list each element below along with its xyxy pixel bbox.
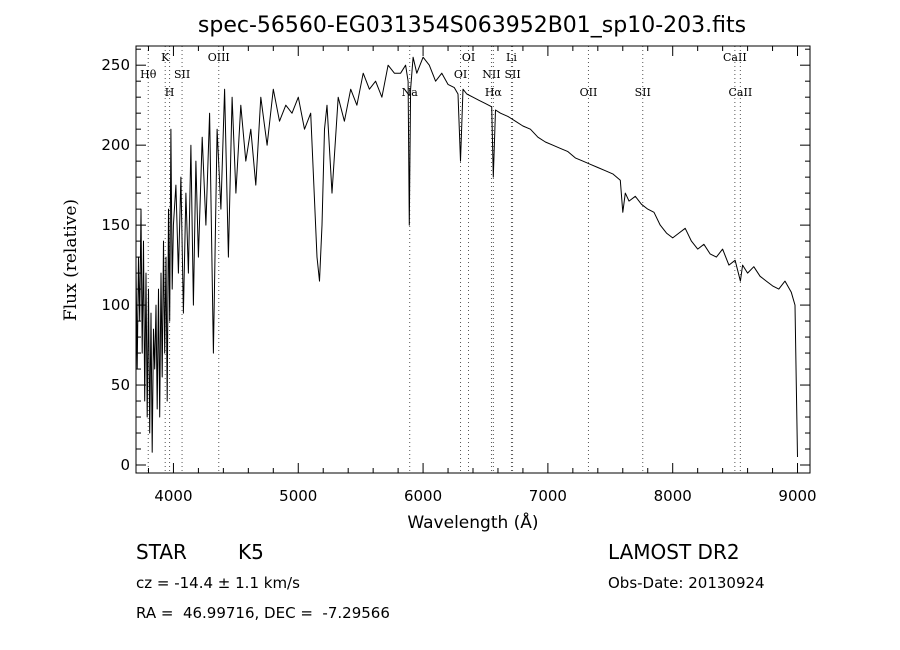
line-marker-label-6: OI — [454, 68, 467, 81]
y-tick-label-150: 150 — [101, 216, 130, 234]
plot-frame — [135, 45, 811, 474]
line-marker-label-11: SII — [504, 68, 520, 81]
x-tick-label-7000: 7000 — [529, 487, 567, 505]
line-marker-label-7: OI — [462, 51, 475, 64]
x-tick-label-6000: 6000 — [404, 487, 442, 505]
survey-name: LAMOST DR2 — [608, 540, 740, 564]
line-marker-label-1: K — [161, 51, 170, 64]
line-marker-label-4: OIII — [208, 51, 230, 64]
x-axis-label: Wavelength (Å) — [407, 511, 538, 533]
x-tick-label-4000: 4000 — [154, 487, 192, 505]
redshift-text: cz = -14.4 ± 1.1 km/s — [136, 574, 300, 592]
x-tick-label-8000: 8000 — [654, 487, 692, 505]
x-tick-label-9000: 9000 — [778, 487, 816, 505]
y-axis-label: Flux (relative) — [61, 199, 81, 321]
object-class: STAR — [136, 540, 187, 564]
line-marker-label-10: Li — [506, 51, 517, 64]
line-marker-label-13: SII — [635, 86, 651, 99]
y-tick-label-0: 0 — [120, 456, 130, 474]
line-marker-label-3: SII — [174, 68, 190, 81]
line-marker-label-15: CaII — [729, 86, 753, 99]
line-marker-label-2: H — [165, 86, 175, 99]
emission-line-markers: Hθ K H SII OIII Na OI OI NII Hα Li SII OII SII CaII CaI… — [140, 46, 752, 473]
spectrum-data — [135, 56, 798, 458]
line-marker-label-9: Hα — [485, 86, 503, 99]
line-marker-label-0: Hθ — [140, 68, 157, 81]
y-axis: 0 50 100 150 200 250 — [101, 48, 810, 474]
coordinates-text: RA = 46.99716, DEC = -7.29566 — [136, 604, 390, 622]
line-marker-label-14: CaII — [723, 51, 747, 64]
y-tick-label-200: 200 — [101, 136, 130, 154]
observation-date: Obs-Date: 20130924 — [608, 574, 765, 592]
x-tick-label-5000: 5000 — [279, 487, 317, 505]
spectrum-series-0 — [135, 56, 798, 458]
line-marker-label-8: NII — [482, 68, 500, 81]
line-marker-label-5: Na — [402, 86, 419, 99]
y-tick-label-250: 250 — [101, 56, 130, 74]
y-tick-label-100: 100 — [101, 296, 130, 314]
chart-title: spec-56560-EG031354S063952B01_sp10-203.f… — [198, 13, 746, 38]
line-marker-label-12: OII — [580, 86, 598, 99]
y-tick-label-50: 50 — [111, 376, 130, 394]
x-axis: 4000 5000 6000 7000 8000 9000 — [147, 46, 817, 505]
object-subclass: K5 — [238, 540, 264, 564]
